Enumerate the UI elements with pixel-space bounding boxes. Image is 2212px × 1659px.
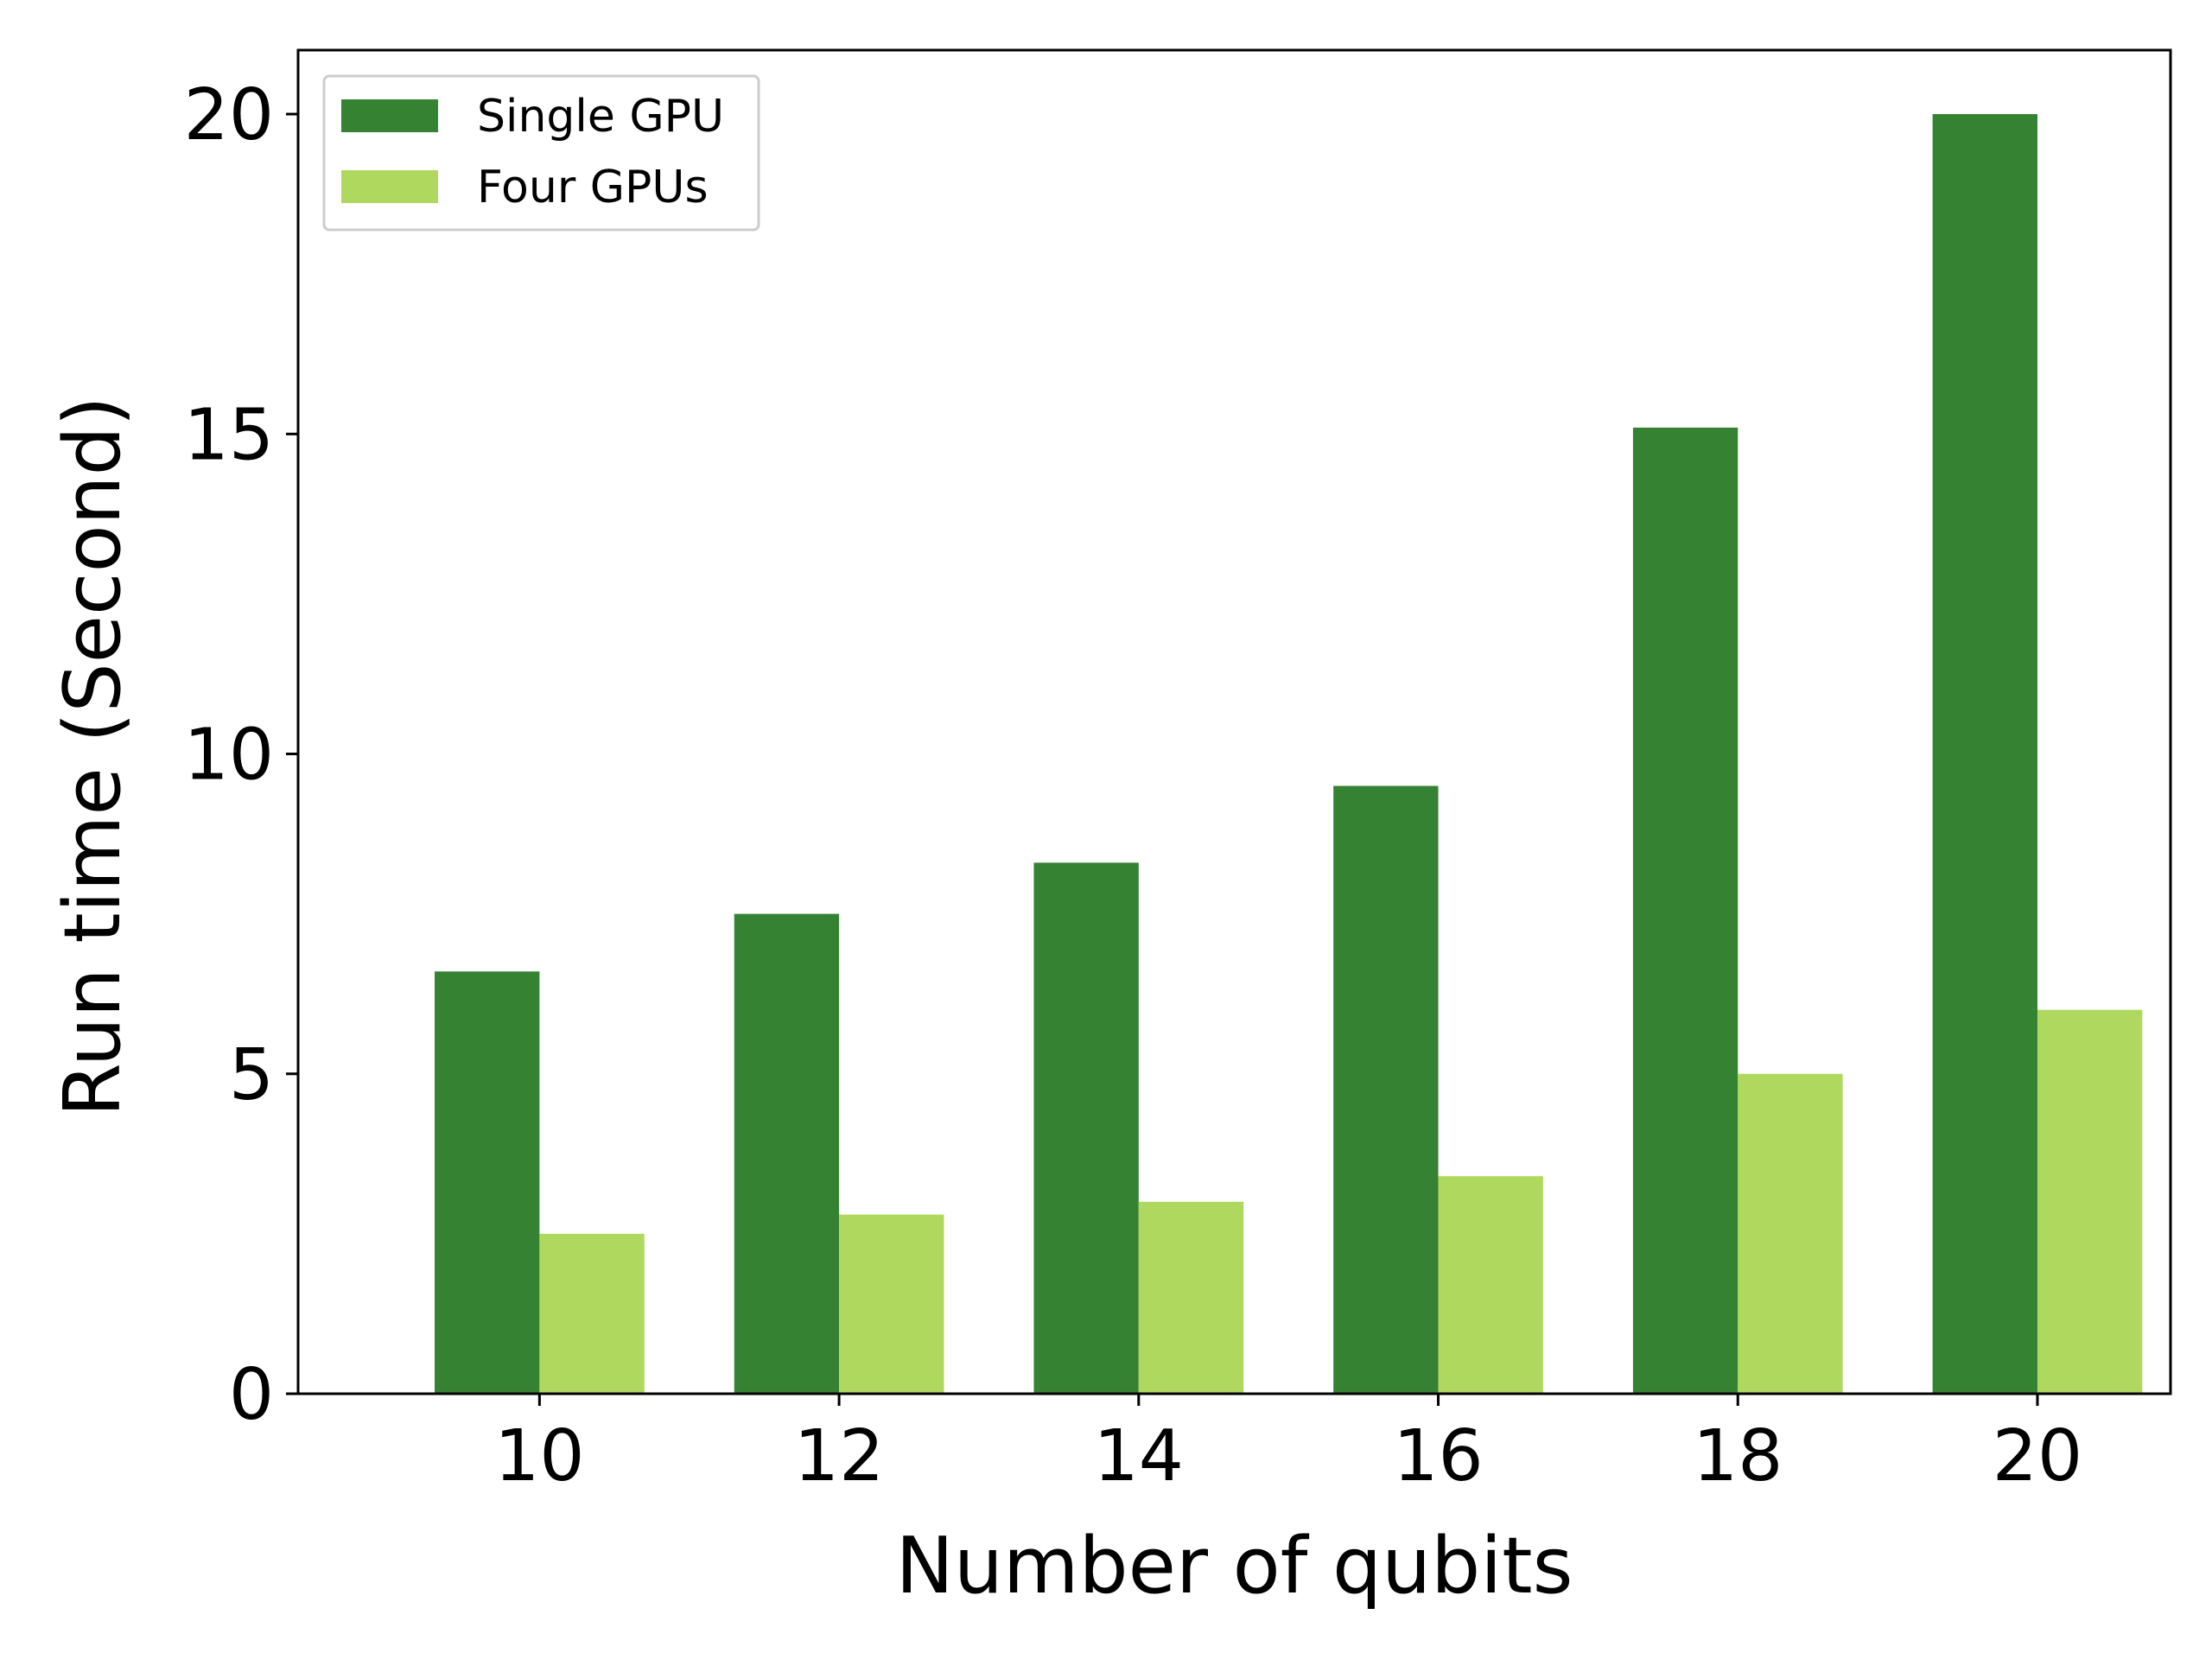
legend-swatch [341,99,438,132]
x-axis: 10 12 14 16 18 20 [494,1394,2082,1497]
bar-single-gpu-18 [1632,427,1738,1394]
bar-single-gpu-12 [734,913,840,1394]
x-tick-label: 16 [1393,1415,1483,1497]
bar-four-gpus-10 [539,1233,645,1394]
bar-four-gpus-12 [839,1214,944,1394]
bar-single-gpu-10 [435,971,540,1394]
y-tick-label: 5 [229,1034,274,1116]
bar-single-gpu-14 [1033,862,1139,1394]
y-tick-label: 20 [184,74,274,156]
y-axis-label: Run time (Second) [48,396,138,1117]
x-axis-label: Number of qubits [896,1521,1573,1611]
y-tick-label: 15 [184,394,274,476]
x-tick-label: 14 [1094,1415,1184,1497]
bar-single-gpu-20 [1932,114,2037,1395]
bar-four-gpus-20 [2037,1009,2143,1394]
x-tick-label: 10 [494,1415,584,1497]
legend: Single GPU Four GPUs [322,74,760,232]
x-tick-label: 18 [1693,1415,1783,1497]
bar-single-gpu-16 [1333,785,1439,1394]
x-tick-label: 12 [794,1415,884,1497]
y-axis: 0 5 10 15 20 [184,74,298,1436]
legend-label: Single GPU [477,91,724,143]
x-tick-label: 20 [1993,1415,2082,1497]
plot-frame [296,48,2172,1395]
bar-four-gpus-16 [1438,1176,1543,1394]
y-tick-label: 0 [229,1354,274,1436]
bar-four-gpus-14 [1138,1201,1244,1394]
y-tick-label: 10 [184,715,274,797]
bars-group [435,114,2143,1395]
legend-label: Four GPUs [477,162,709,213]
legend-swatch [341,170,438,203]
bar-four-gpus-18 [1738,1073,1843,1394]
